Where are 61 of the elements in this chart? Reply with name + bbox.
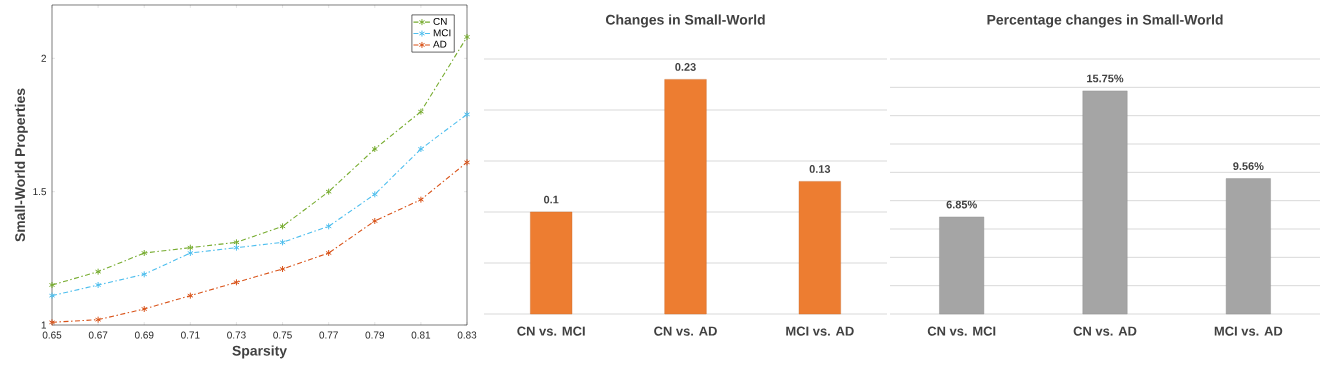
point [279,265,286,273]
point [48,292,56,300]
point [463,158,471,166]
x-tick-label: 0.67 [88,331,108,339]
point [233,278,240,286]
point [48,281,56,289]
x-tick-label: 0.73 [227,331,246,339]
point [279,222,286,230]
point [417,196,424,204]
data-label: 15.75% [1087,74,1124,83]
point [325,222,332,230]
x-tick-label: CN vs. AD [654,326,717,336]
point [463,33,471,41]
point [95,316,102,324]
x-tick-label: 0.83 [457,331,477,339]
point [48,318,56,326]
point [95,281,102,289]
data-label: 0.13 [809,165,831,173]
x-axis-title: Sparsity [232,345,287,359]
point [463,110,471,118]
x-tick-label: MCI vs. AD [1214,326,1283,336]
point [325,188,332,196]
point [325,249,332,257]
x-tick-label: 0.71 [181,331,200,339]
point [233,244,240,252]
point [95,268,102,276]
y-tick-label: 1.5 [33,188,47,196]
x-tick-label: CN vs. MCI [517,326,585,336]
point [141,270,148,278]
x-tick-label: 0.69 [134,331,154,339]
legend-label: CN [433,17,447,25]
point [371,190,378,198]
x-tick-label: MCI vs. AD [786,326,854,336]
point [187,292,194,300]
point [187,249,194,257]
point [141,305,148,313]
x-tick-label: 0.75 [273,331,292,339]
data-label: 0.1 [543,195,559,204]
point [417,145,424,153]
point [141,249,148,257]
chart-title: Changes in Small-World [606,14,765,28]
chart-title: Percentage changes in Small-World [987,14,1223,28]
legend-label: AD [433,40,447,48]
x-tick-label: 0.79 [365,331,385,339]
legend-label: MCI [433,29,451,37]
x-tick-label: 0.81 [411,331,431,339]
point [371,145,378,153]
y-axis-title: Small-World Properties [14,88,28,242]
point [371,217,378,225]
data-label: 9.56% [1233,162,1264,171]
y-tick-label: 2 [41,54,46,62]
x-tick-label: CN vs. AD [1073,326,1137,336]
point [279,238,286,246]
x-tick-label: 0.77 [319,331,338,339]
data-label: 6.85% [946,200,977,209]
y-tick-label: 1 [41,321,46,329]
data-label: 0.23 [675,63,696,71]
x-tick-label: CN vs. MCI [927,326,996,336]
x-tick-label: 0.65 [42,331,62,339]
point [233,238,240,246]
point [417,108,424,116]
